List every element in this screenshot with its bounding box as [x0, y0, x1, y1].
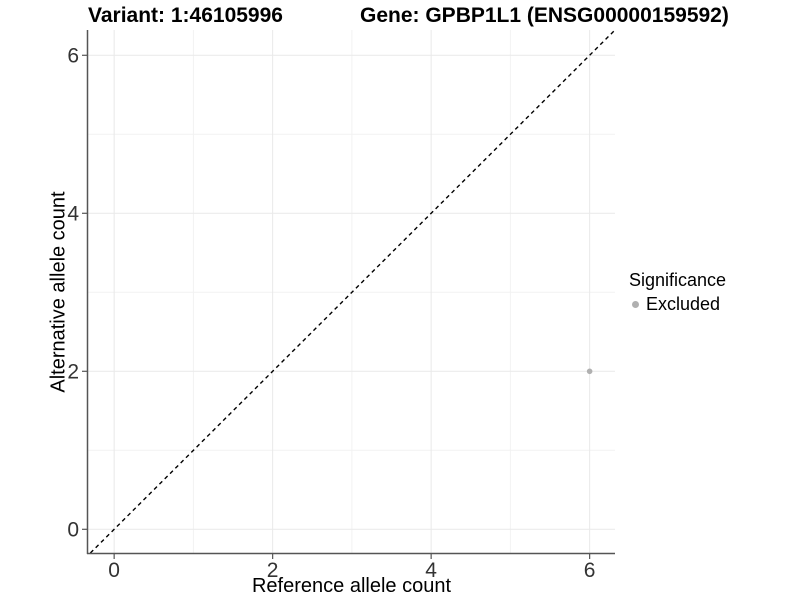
y-tick-label: 0 — [67, 518, 79, 541]
legend-item-label: Excluded — [646, 294, 721, 314]
plot-panel — [88, 30, 615, 553]
legend: Significance Excluded — [629, 269, 726, 315]
variant-title: Variant: 1:46105996 — [88, 4, 283, 27]
legend-title: Significance — [629, 270, 727, 290]
y-tick-label: 6 — [67, 44, 79, 67]
x-axis-title: Reference allele count — [251, 575, 451, 597]
y-axis-title: Alternative allele count — [47, 191, 70, 393]
legend-item-excluded: Excluded — [629, 293, 726, 315]
gene-title: Gene: GPBP1L1 (ENSG00000159592) — [360, 4, 729, 27]
legend-point-icon — [632, 300, 639, 308]
